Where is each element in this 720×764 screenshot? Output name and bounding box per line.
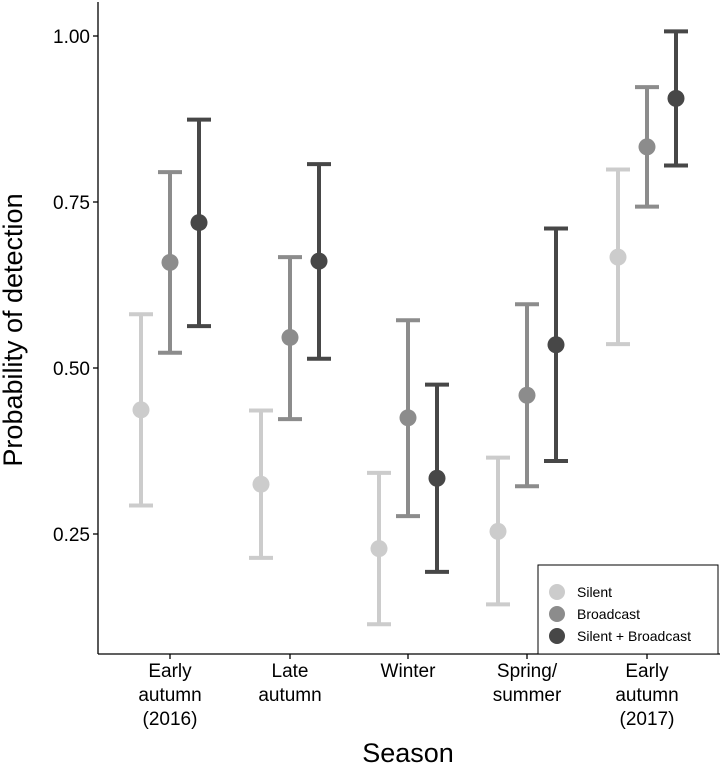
x-axis-title: Season bbox=[362, 738, 454, 764]
series-silent bbox=[129, 167, 630, 627]
data-point bbox=[518, 386, 536, 404]
data-point bbox=[399, 409, 417, 427]
legend-label: Silent + Broadcast bbox=[577, 628, 691, 644]
x-tick-label: Early autumn (2016) bbox=[138, 661, 201, 730]
x-tick-label: Late autumn bbox=[258, 661, 321, 706]
y-axis-title: Probability of detection bbox=[0, 193, 28, 466]
series-silent-broadcast bbox=[187, 29, 688, 574]
x-ticks: Early autumn (2016) Late autumn Winter Spring/… bbox=[138, 654, 679, 730]
legend-label: Broadcast bbox=[577, 606, 640, 622]
data-point bbox=[489, 522, 507, 540]
data-point bbox=[370, 540, 388, 558]
x-tick-label: Winter bbox=[381, 661, 437, 682]
x-tick-label: Spring/summer bbox=[493, 661, 562, 706]
legend-label: Silent bbox=[577, 584, 612, 600]
legend-swatch bbox=[549, 606, 565, 622]
data-point bbox=[667, 89, 685, 107]
legend-swatch bbox=[549, 628, 565, 644]
x-tick-label: Early autumn (2017) bbox=[615, 661, 678, 730]
data-point bbox=[310, 252, 328, 270]
legend-swatch bbox=[549, 584, 565, 600]
y-tick-label: 0.75 bbox=[53, 193, 90, 214]
data-point bbox=[428, 469, 446, 487]
legend: Silent Broadcast Silent + Broadcast bbox=[537, 564, 719, 655]
y-tick-label: 1.00 bbox=[53, 27, 90, 48]
y-tick-label: 0.25 bbox=[53, 525, 90, 546]
data-point bbox=[609, 248, 627, 266]
data-point bbox=[281, 328, 299, 346]
data-point bbox=[190, 214, 208, 232]
data-marks bbox=[129, 29, 688, 627]
y-tick-label: 0.50 bbox=[53, 359, 90, 380]
data-point bbox=[132, 401, 150, 419]
y-ticks: 0.25 0.50 0.75 1.00 bbox=[53, 27, 98, 546]
series-broadcast bbox=[158, 85, 659, 519]
data-point bbox=[547, 336, 565, 354]
data-point bbox=[161, 253, 179, 271]
legend-box bbox=[537, 564, 719, 655]
data-point bbox=[638, 138, 656, 156]
data-point bbox=[252, 475, 270, 493]
